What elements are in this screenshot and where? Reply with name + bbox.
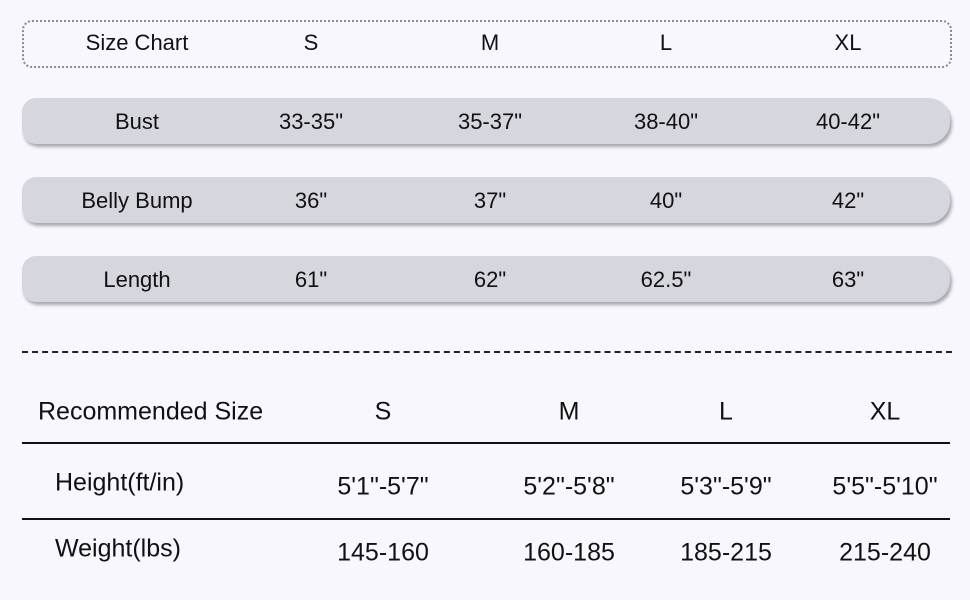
row-pill: [22, 256, 950, 302]
rule: [22, 518, 950, 520]
cell: 62": [473, 267, 507, 292]
divider: [22, 351, 952, 353]
cell: 33-35": [278, 109, 344, 134]
cell: 61": [294, 267, 328, 292]
cell: 63": [831, 267, 865, 292]
header-cell: XL: [834, 30, 862, 55]
cell: 5'5"-5'10": [832, 472, 938, 501]
cell: 5'2"-5'8": [523, 472, 615, 501]
cell: 215-240: [839, 538, 931, 567]
row-label: Weight(lbs): [55, 534, 181, 563]
header-cell: Recommended Size: [38, 397, 264, 426]
cell: 42": [831, 188, 865, 213]
cell: 160-185: [523, 538, 615, 567]
header-cell: L: [719, 397, 733, 426]
header-cell: L: [659, 30, 673, 55]
cell: 35-37": [457, 109, 523, 134]
header-frame: [22, 20, 952, 68]
rule: [22, 442, 950, 444]
cell: 145-160: [337, 538, 429, 567]
row-label: Height(ft/in): [55, 468, 185, 497]
cell: 38-40": [633, 109, 699, 134]
cell: 40": [649, 188, 683, 213]
header-cell: XL: [869, 397, 901, 426]
cell: 40-42": [815, 109, 881, 134]
header-cell: S: [374, 397, 392, 426]
cell: 62.5": [640, 267, 692, 292]
row-pill: [22, 177, 950, 223]
cell: 37": [473, 188, 507, 213]
cell: Belly Bump: [81, 188, 193, 213]
cell: Length: [103, 267, 171, 292]
cell: 5'1"-5'7": [337, 472, 429, 501]
cell: 5'3"-5'9": [680, 472, 772, 501]
header-cell: M: [480, 30, 500, 55]
header-cell: Size Chart: [85, 30, 189, 55]
cell: 185-215: [680, 538, 772, 567]
header-cell: S: [303, 30, 319, 55]
cell: Bust: [114, 109, 160, 134]
row-pill: [22, 98, 950, 144]
cell: 36": [294, 188, 328, 213]
header-cell: M: [558, 397, 580, 426]
